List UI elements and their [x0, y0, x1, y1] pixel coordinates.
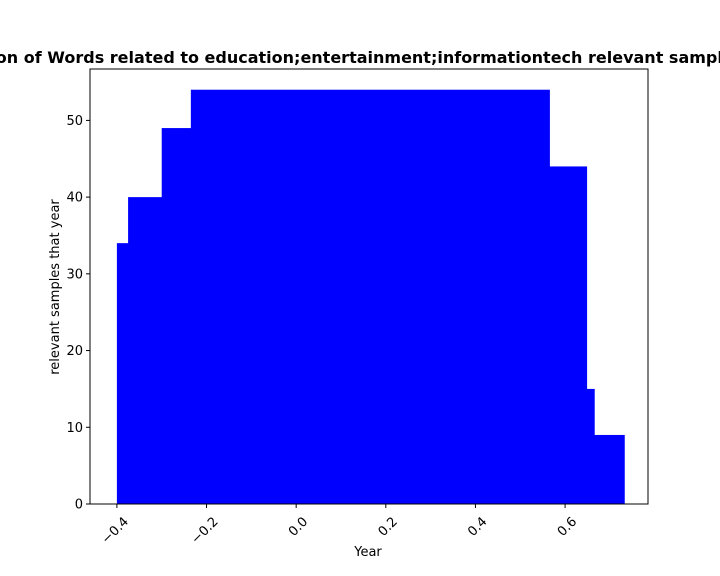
x-axis: −0.4 −0.2 0.0 0.2 0.4 0.6	[99, 504, 580, 547]
y-tick-label: 10	[66, 421, 83, 436]
y-tick-label: 30	[66, 267, 83, 282]
bar-6	[594, 434, 625, 504]
plot-frame	[89, 68, 649, 505]
y-tick-label: 0	[75, 498, 83, 513]
x-tick-label: 0.0	[286, 514, 311, 539]
bar-0	[116, 243, 129, 504]
bar-5	[586, 388, 595, 504]
y-tick-label: 40	[66, 191, 83, 206]
y-axis: 0 10 20 30 40 50	[66, 114, 90, 513]
chart-title: Distribution of Words related to educati…	[0, 48, 720, 67]
bar-4	[549, 166, 588, 504]
y-tick-label: 20	[66, 344, 83, 359]
x-axis-label: Year	[353, 545, 382, 560]
y-axis-label: relevant samples that year	[48, 199, 63, 375]
x-tick-label: −0.2	[189, 514, 222, 547]
x-tick-label: 0.6	[555, 514, 580, 539]
x-tick-label: 0.2	[376, 514, 401, 539]
x-tick-label: −0.4	[99, 514, 132, 547]
bar-2	[161, 128, 192, 504]
bar-3	[190, 89, 550, 504]
y-tick-label: 50	[66, 114, 83, 129]
bars-group	[116, 89, 625, 504]
bar-1	[128, 197, 163, 504]
x-tick-label: 0.4	[465, 514, 490, 539]
